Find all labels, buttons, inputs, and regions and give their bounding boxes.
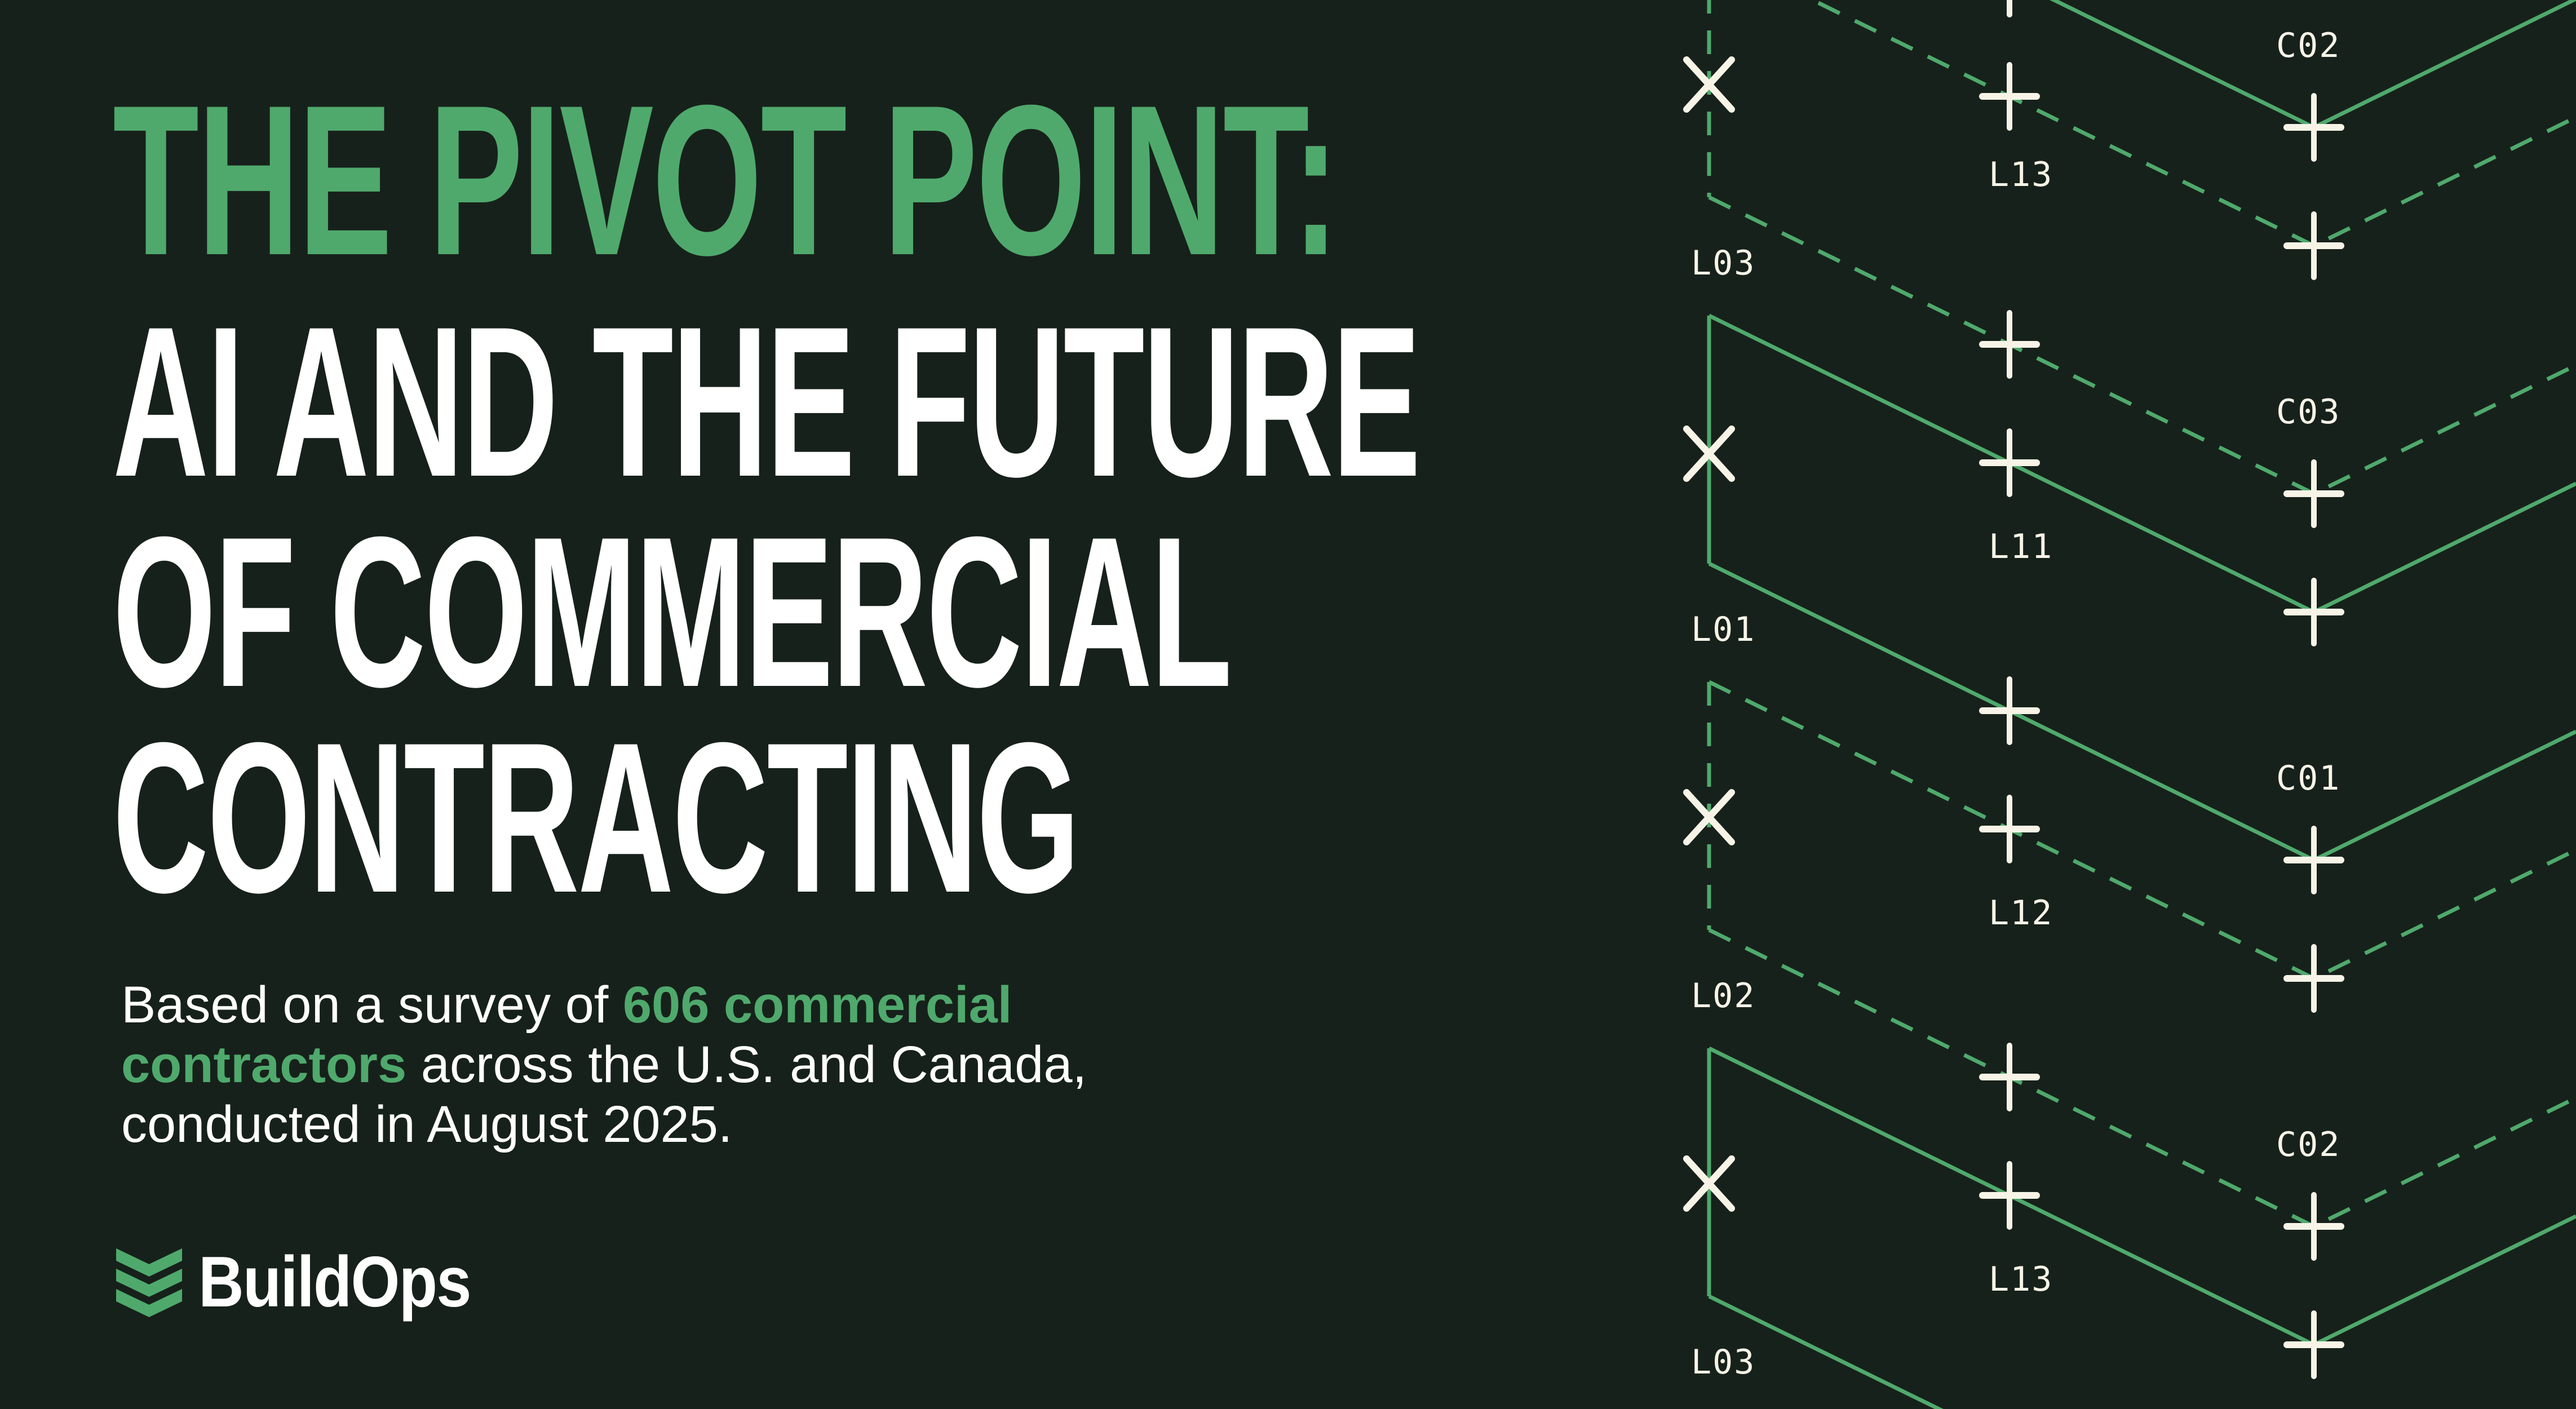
zigzag-line-dashed <box>1708 680 2576 981</box>
pattern-label-mid: L13 <box>1989 155 2053 194</box>
plus-marker <box>1979 1161 2040 1230</box>
plus-marker <box>2283 1192 2344 1261</box>
plus-marker <box>2007 0 2012 17</box>
survey-subtitle: Based on a survey of 606 commercial cont… <box>121 975 1087 1154</box>
subtitle-line-3: conducted in August 2025. <box>121 1095 1087 1154</box>
subtitle-highlight: contractors <box>121 1036 407 1093</box>
subtitle-text: conducted in August 2025. <box>121 1096 733 1153</box>
zigzag-line-dashed <box>1708 195 2576 496</box>
subtitle-text: Based on a survey of <box>121 976 623 1034</box>
plus-marker <box>2283 459 2344 528</box>
zigzag-line-solid <box>1708 561 2576 862</box>
zigzag-line-solid <box>1708 1294 1944 1409</box>
zigzag-line-dashed <box>1708 928 2576 1229</box>
title-line-4: CONTRACTING <box>113 698 1080 937</box>
plus-marker <box>1979 795 2040 863</box>
x-marker <box>1683 426 1735 482</box>
plus-marker <box>2283 1310 2344 1379</box>
pattern-label-vertex: C01 <box>2276 759 2340 798</box>
zigzag-line-solid <box>2050 0 2576 130</box>
pattern-label-mid: L13 <box>1989 1260 2053 1299</box>
buildops-chevron-icon <box>116 1248 182 1317</box>
zigzag-line-solid <box>1708 1046 2576 1347</box>
title-line-2: AI AND THE FUTURE <box>113 282 1421 521</box>
plus-marker <box>1979 676 2040 745</box>
x-marker <box>1683 56 1735 113</box>
x-marker <box>1683 1155 1735 1212</box>
pattern-label-corner: L01 <box>1691 610 1755 649</box>
subtitle-line-1: Based on a survey of 606 commercial <box>121 975 1087 1035</box>
plus-marker <box>1979 62 2040 131</box>
x-marker <box>1683 789 1735 845</box>
plus-marker <box>2283 211 2344 280</box>
pattern-label-vertex: C02 <box>2276 26 2340 65</box>
subtitle-line-2: contractors across the U.S. and Canada, <box>121 1035 1087 1095</box>
subtitle-highlight: 606 commercial <box>622 976 1012 1034</box>
plus-marker <box>1979 1043 2040 1111</box>
plus-marker <box>2283 944 2344 1013</box>
pattern-label-vertex: C02 <box>2276 1125 2340 1164</box>
title-line-3: OF COMMERCIAL <box>113 492 1232 732</box>
plus-marker <box>2283 578 2344 646</box>
plus-marker <box>2283 93 2344 162</box>
buildops-wordmark: BuildOps <box>198 1242 471 1322</box>
plus-marker <box>1979 310 2040 379</box>
plus-marker <box>1979 428 2040 497</box>
pattern-label-corner: L03 <box>1691 243 1755 283</box>
title-line-kicker: THE PIVOT POINT: <box>113 60 1339 300</box>
pattern-label-vertex: C03 <box>2276 392 2340 432</box>
subtitle-text: across the U.S. and Canada, <box>406 1036 1087 1093</box>
pattern-label-mid: L11 <box>1989 527 2053 566</box>
zigzag-line-solid <box>1708 313 2576 614</box>
pattern-label-corner: L02 <box>1691 976 1755 1016</box>
pattern-label-corner: L03 <box>1691 1342 1755 1382</box>
plus-marker <box>2283 826 2344 894</box>
pattern-label-mid: L12 <box>1989 893 2053 933</box>
zigzag-line-dashed <box>1808 0 2576 248</box>
